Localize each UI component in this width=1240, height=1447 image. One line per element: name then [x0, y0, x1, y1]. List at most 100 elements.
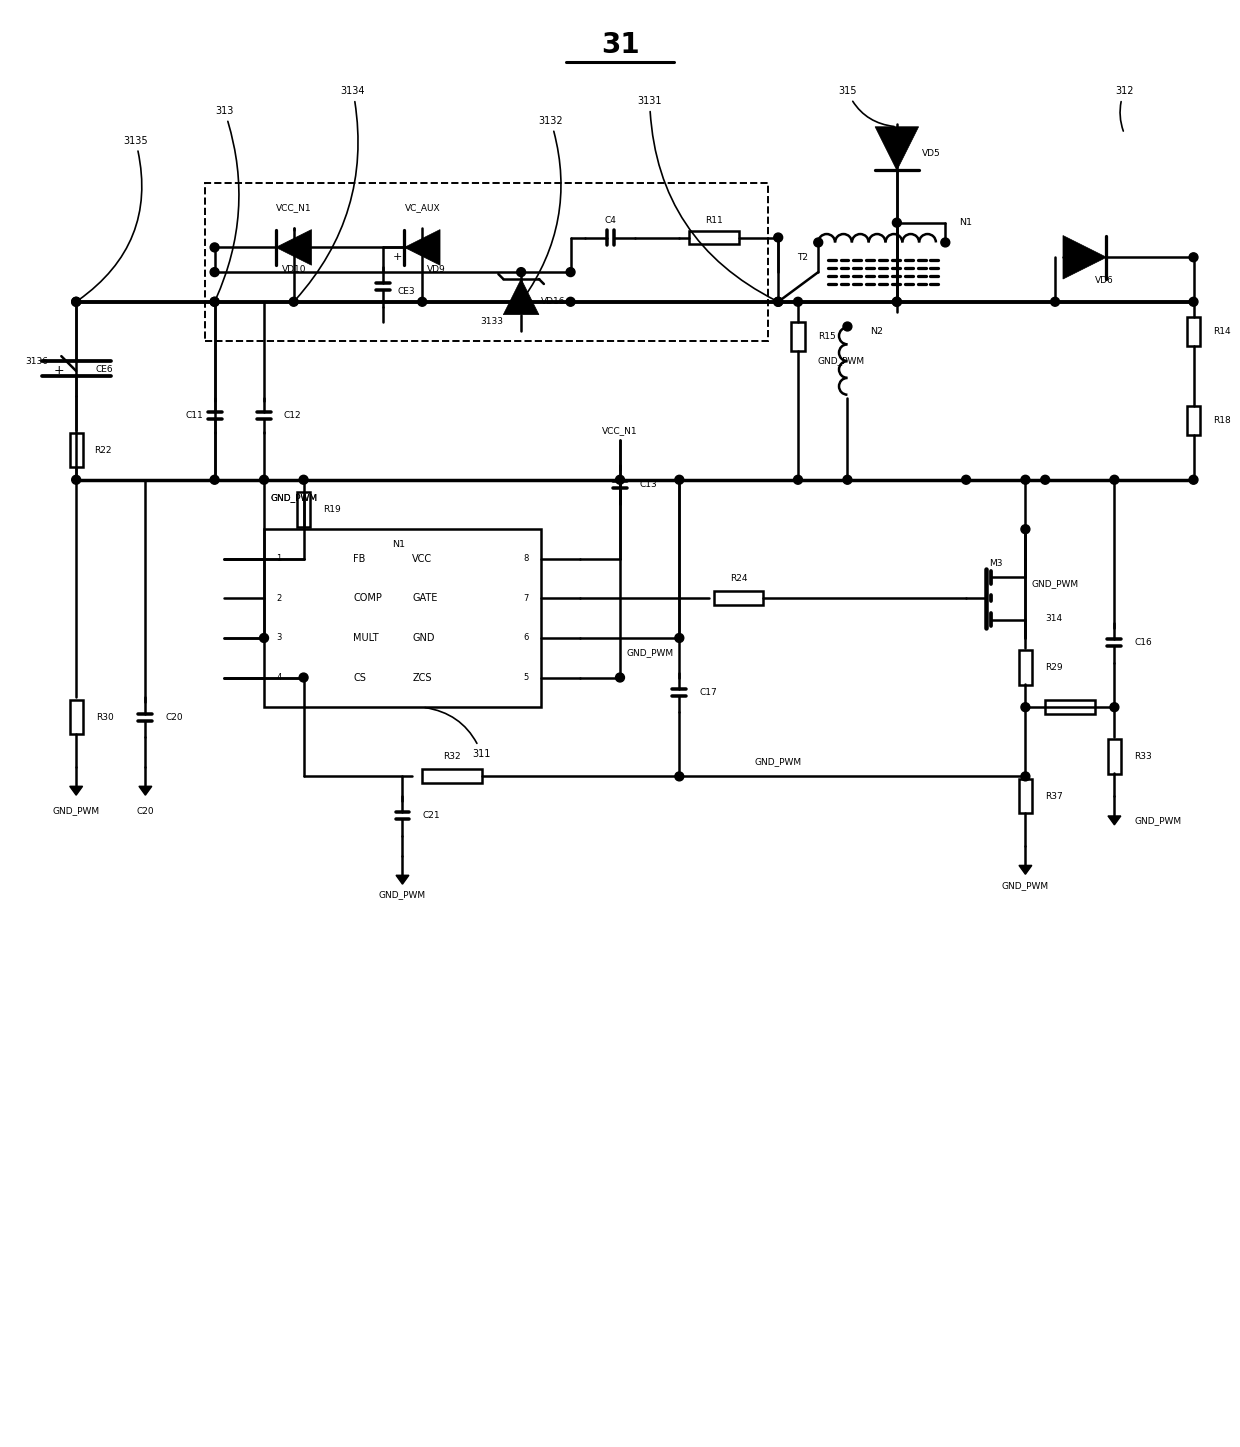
Text: N1: N1: [960, 218, 972, 227]
Text: 3131: 3131: [637, 96, 776, 301]
Circle shape: [210, 268, 219, 276]
Polygon shape: [396, 875, 409, 884]
Text: 3133: 3133: [480, 317, 503, 326]
Circle shape: [1189, 253, 1198, 262]
Polygon shape: [404, 230, 440, 265]
Text: T2: T2: [797, 253, 808, 262]
Text: 313: 313: [216, 106, 239, 300]
Text: GND_PWM: GND_PWM: [1032, 579, 1079, 587]
Text: R15: R15: [817, 331, 836, 341]
Text: 3136: 3136: [25, 356, 48, 366]
Circle shape: [299, 673, 308, 682]
Polygon shape: [1019, 865, 1032, 874]
Circle shape: [289, 297, 298, 307]
Text: 7: 7: [523, 593, 528, 603]
Text: ZCS: ZCS: [413, 673, 432, 683]
Text: +: +: [393, 252, 402, 262]
Polygon shape: [275, 230, 311, 265]
Text: R14: R14: [1213, 327, 1231, 336]
Text: FB: FB: [353, 554, 366, 564]
Text: VD16: VD16: [541, 297, 565, 307]
Text: R29: R29: [1045, 663, 1063, 673]
Bar: [69, 433, 83, 467]
Text: CE3: CE3: [398, 288, 415, 297]
Bar: [205, 184, 769, 341]
Circle shape: [210, 243, 219, 252]
Bar: [1109, 739, 1121, 774]
Circle shape: [941, 237, 950, 247]
Text: VD10: VD10: [281, 265, 306, 273]
Circle shape: [259, 475, 269, 485]
Text: C20: C20: [165, 712, 182, 722]
Circle shape: [72, 297, 81, 307]
Circle shape: [893, 218, 901, 227]
Text: C11: C11: [186, 411, 203, 420]
Circle shape: [675, 771, 683, 781]
Circle shape: [843, 323, 852, 331]
Circle shape: [72, 475, 81, 485]
Text: GND_PWM: GND_PWM: [1135, 816, 1182, 825]
Text: R24: R24: [730, 574, 748, 583]
Polygon shape: [1109, 816, 1121, 825]
Text: C13: C13: [640, 480, 657, 489]
Text: 1: 1: [277, 554, 281, 563]
Text: MULT: MULT: [353, 632, 378, 642]
Circle shape: [1110, 475, 1118, 485]
Text: 31: 31: [600, 30, 640, 59]
Text: C17: C17: [699, 687, 717, 697]
Text: 3132: 3132: [523, 116, 563, 300]
Bar: [1187, 317, 1200, 346]
Text: GND_PWM: GND_PWM: [270, 493, 317, 502]
Circle shape: [210, 475, 219, 485]
Text: N2: N2: [870, 327, 884, 336]
Text: GATE: GATE: [413, 593, 438, 603]
Text: M3: M3: [990, 560, 1002, 569]
Circle shape: [418, 243, 427, 252]
Circle shape: [774, 297, 782, 307]
Circle shape: [1021, 525, 1030, 534]
Circle shape: [615, 475, 625, 485]
Text: +: +: [55, 365, 64, 378]
Circle shape: [813, 237, 822, 247]
Circle shape: [1021, 475, 1030, 485]
Text: R30: R30: [95, 712, 114, 722]
Bar: [69, 700, 83, 735]
Polygon shape: [875, 127, 919, 171]
Polygon shape: [1063, 236, 1106, 279]
Circle shape: [210, 297, 219, 307]
Circle shape: [1050, 297, 1059, 307]
Circle shape: [567, 268, 575, 276]
Circle shape: [893, 297, 901, 307]
Text: R33: R33: [1135, 752, 1152, 761]
Text: GND: GND: [413, 632, 435, 642]
Circle shape: [1110, 703, 1118, 712]
Polygon shape: [139, 786, 151, 796]
Text: VD6: VD6: [1095, 275, 1114, 285]
Circle shape: [517, 297, 526, 307]
Text: R22: R22: [94, 446, 112, 454]
Text: 3135: 3135: [78, 136, 148, 300]
Circle shape: [1189, 475, 1198, 485]
Text: 8: 8: [523, 554, 528, 563]
Circle shape: [675, 475, 683, 485]
Text: VCC: VCC: [413, 554, 433, 564]
Text: GND_PWM: GND_PWM: [626, 648, 673, 657]
Text: CE6: CE6: [95, 365, 114, 373]
Circle shape: [794, 297, 802, 307]
Text: R18: R18: [1213, 415, 1231, 425]
Circle shape: [843, 475, 852, 485]
Text: C4: C4: [604, 216, 616, 226]
Circle shape: [675, 634, 683, 642]
Text: C20: C20: [136, 806, 154, 816]
Polygon shape: [69, 786, 83, 796]
Circle shape: [962, 475, 971, 485]
Circle shape: [1021, 703, 1030, 712]
Text: CS: CS: [353, 673, 366, 683]
Text: 311: 311: [425, 708, 491, 758]
Text: R37: R37: [1045, 792, 1063, 800]
Text: GND_PWM: GND_PWM: [755, 757, 802, 765]
Text: N1: N1: [393, 540, 405, 548]
Text: GND_PWM: GND_PWM: [817, 356, 864, 366]
Text: 314: 314: [1045, 614, 1063, 622]
Circle shape: [774, 233, 782, 242]
